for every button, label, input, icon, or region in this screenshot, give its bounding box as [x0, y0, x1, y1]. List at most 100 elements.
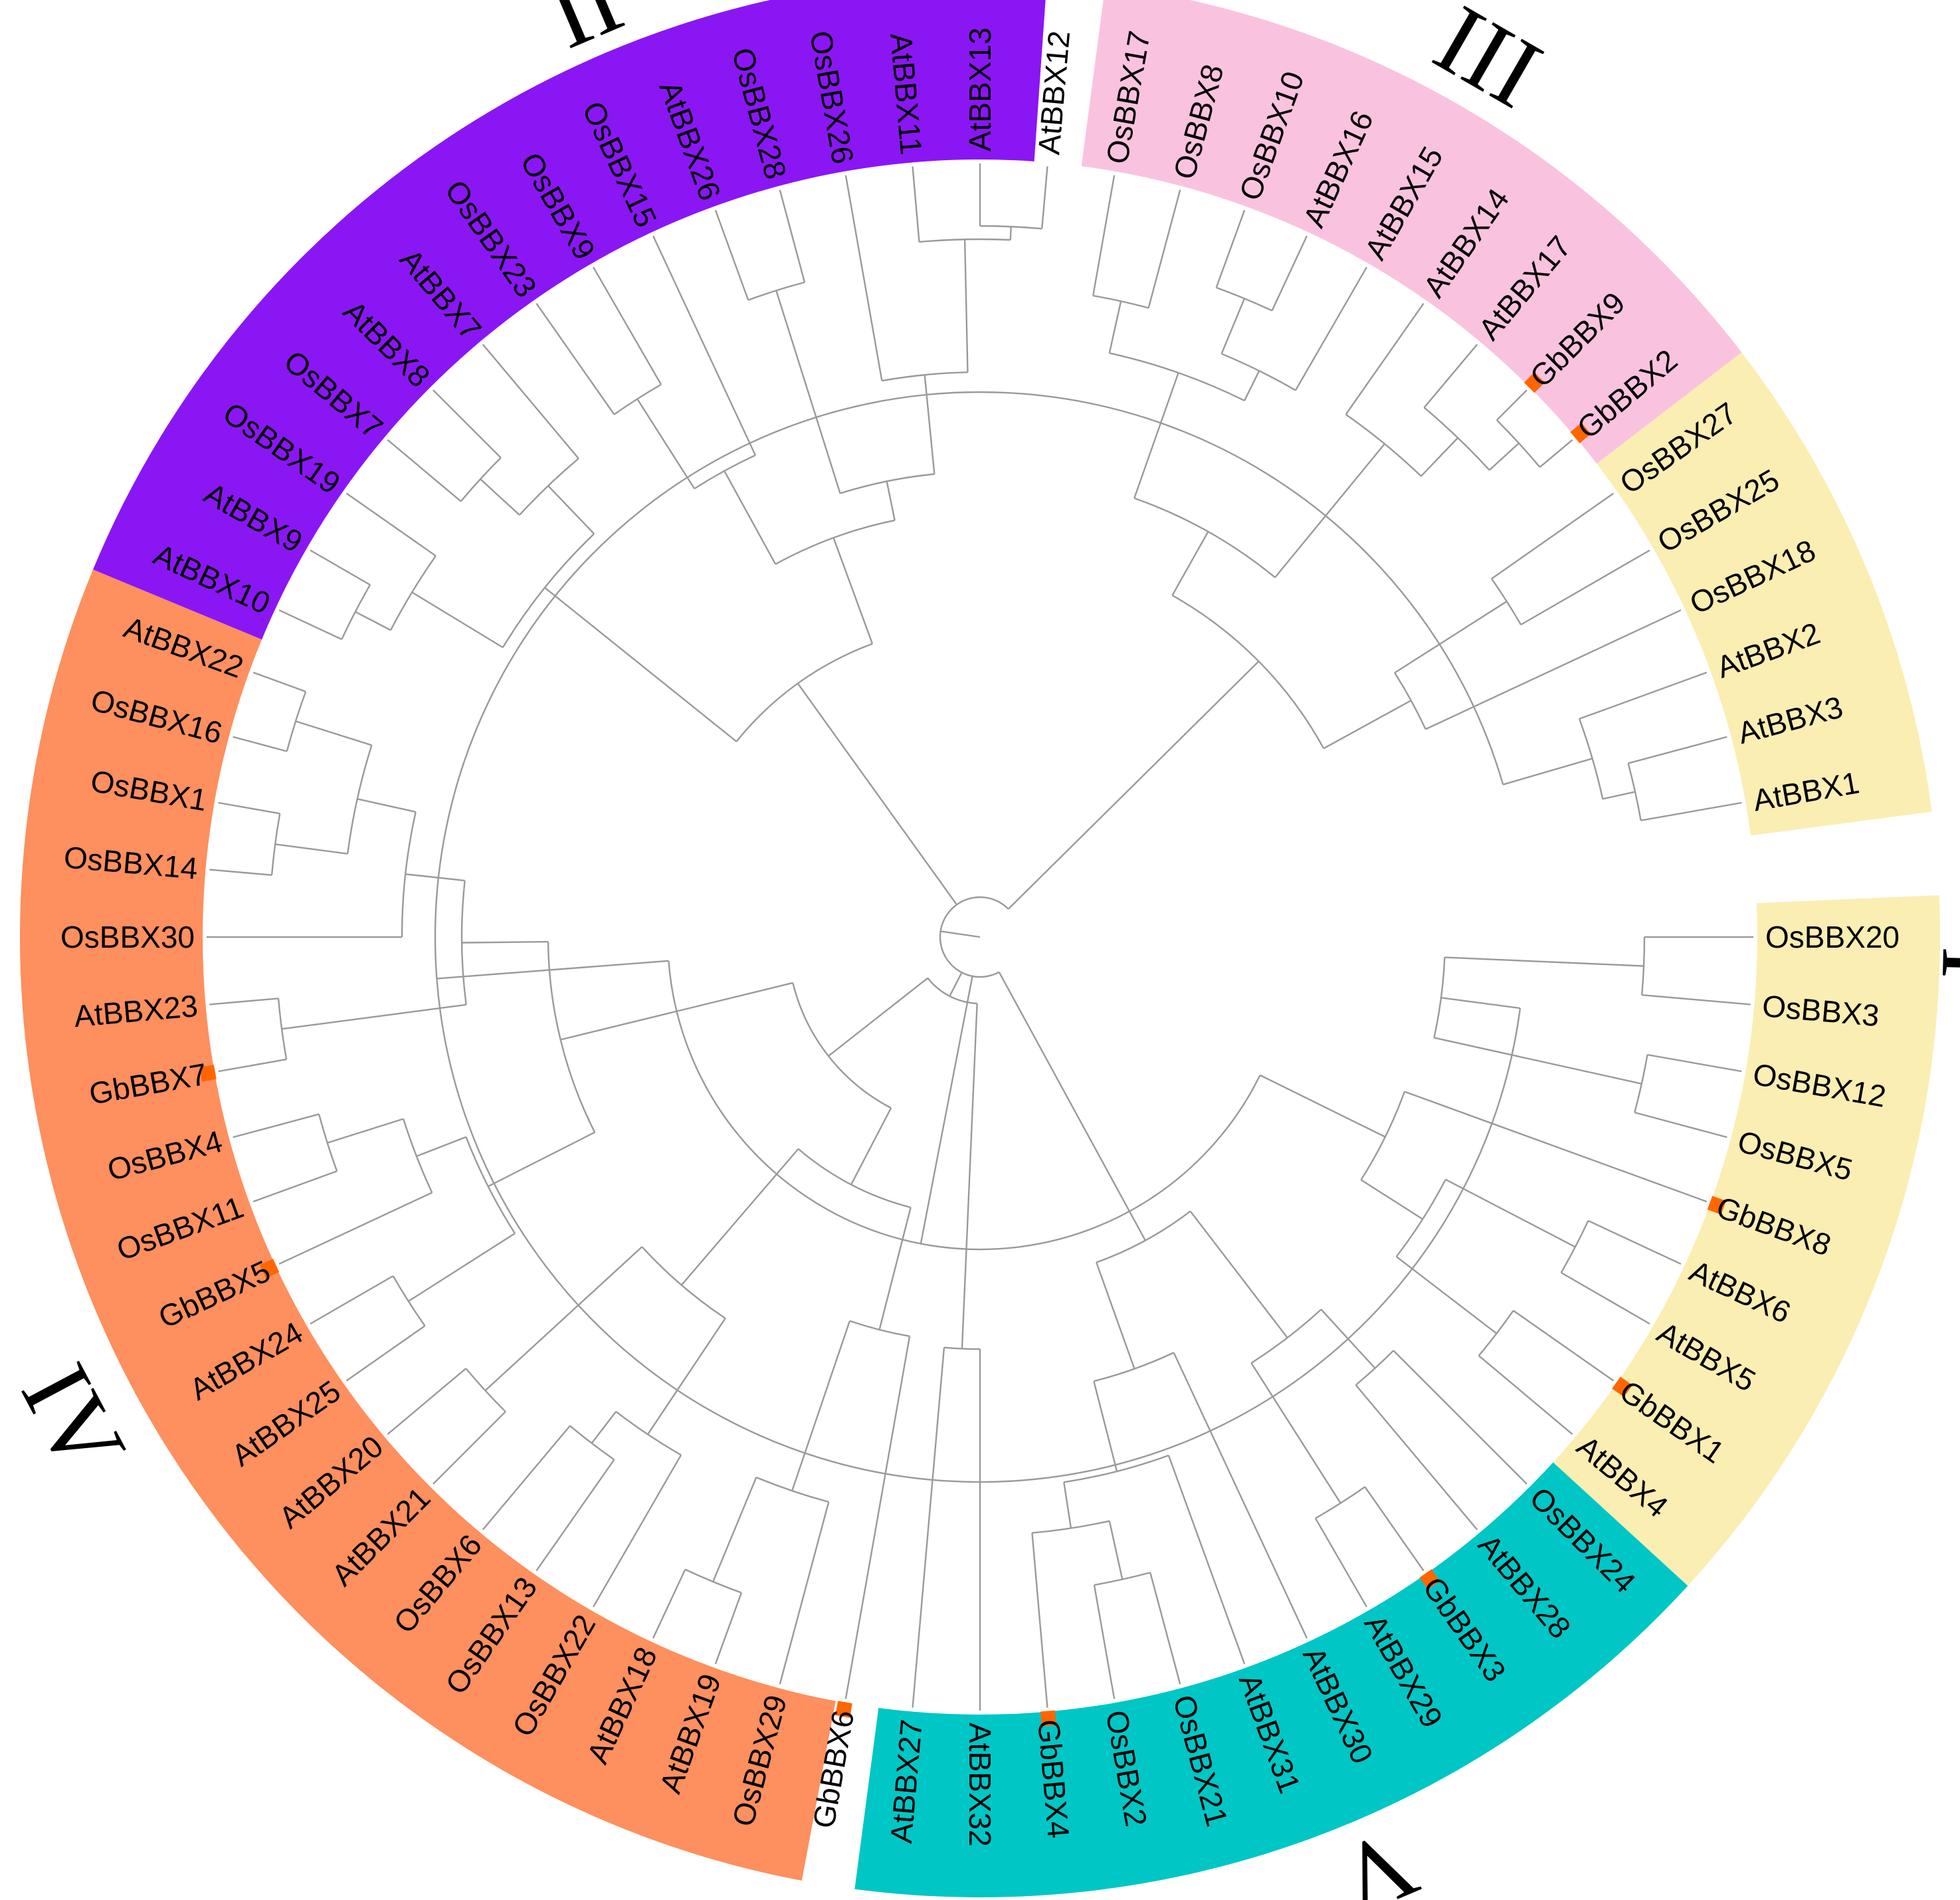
branch-line	[963, 239, 969, 373]
branch-arc	[1560, 1220, 1589, 1273]
branch-arc	[1094, 1352, 1175, 1382]
branch-line	[912, 166, 920, 243]
branch-arc	[615, 1411, 682, 1456]
branch-line	[1491, 492, 1615, 580]
branch-line	[680, 1148, 799, 1286]
branch-line	[724, 471, 777, 565]
branch-arc	[1064, 1454, 1169, 1483]
sector-group-II-3	[92, 0, 1046, 640]
branch-line	[1007, 661, 1260, 910]
branch-line	[1445, 1178, 1576, 1248]
branch-line	[1063, 1482, 1072, 1529]
branch-line	[1147, 189, 1181, 308]
branch-line	[850, 1107, 892, 1186]
branch-arc	[460, 880, 467, 1005]
branch-line	[1215, 209, 1246, 288]
gb-marker-icon	[835, 1701, 852, 1718]
branch-line	[278, 609, 342, 641]
branch-line	[592, 266, 662, 385]
branch-line	[1149, 1572, 1181, 1685]
branch-arc	[569, 1425, 615, 1461]
branch-arc	[919, 238, 1011, 243]
branch-line	[547, 485, 595, 535]
branch-arc	[1627, 763, 1642, 821]
sector-group-I-5	[1597, 352, 1932, 836]
branch-line	[775, 290, 841, 494]
group-sectors	[19, 0, 1940, 1897]
sector-group-IV-2	[19, 570, 836, 1881]
branch-line	[218, 1058, 287, 1073]
branch-arc	[347, 744, 373, 854]
gb-marker-icon	[259, 1259, 280, 1279]
branch-arc	[1109, 352, 1245, 401]
branch-line	[1520, 549, 1650, 626]
branch-line	[886, 480, 896, 521]
branch-line	[310, 549, 371, 586]
leaf-label: OsBBX30	[60, 920, 195, 954]
branch-line	[1628, 736, 1727, 764]
branch-line	[1323, 700, 1412, 750]
branch-arc	[668, 960, 1261, 1251]
gb-marker-icon	[1040, 1710, 1056, 1727]
branch-line	[1189, 1210, 1288, 1338]
branch-line	[488, 1131, 595, 1188]
branch-line	[1360, 1179, 1423, 1220]
branch-line	[482, 1425, 571, 1531]
branch-arc	[286, 691, 307, 752]
branch-arc	[270, 813, 281, 875]
branch-arc	[1423, 407, 1490, 471]
branch-line	[1394, 600, 1508, 674]
branch-line	[712, 1477, 757, 1582]
branch-arc	[1315, 1486, 1365, 1519]
branch-line	[949, 972, 963, 997]
branch-line	[1502, 758, 1593, 786]
branch-arc	[1216, 286, 1273, 312]
branch-line	[560, 982, 793, 1041]
branch-line	[1434, 1037, 1642, 1085]
branch-line	[844, 175, 883, 381]
branch-arc	[1221, 353, 1296, 391]
branch-arc	[1094, 1572, 1151, 1586]
branch-arc	[792, 982, 892, 1109]
branch-arc	[318, 1114, 338, 1172]
branch-line	[1423, 344, 1478, 409]
branch-line	[327, 1118, 404, 1144]
branch-line	[1294, 266, 1368, 391]
gb-marker-icon	[1570, 423, 1591, 444]
branch-line	[591, 1411, 617, 1444]
branch-arc	[1096, 1210, 1191, 1263]
branch-line	[482, 344, 579, 459]
branch-line	[1488, 442, 1519, 471]
branch-line	[1579, 671, 1708, 720]
branch-line	[345, 1325, 426, 1382]
branch-line	[281, 1003, 466, 1030]
branch-line	[1250, 1362, 1341, 1504]
branch-line	[274, 843, 348, 855]
branch-arc	[1171, 594, 1325, 749]
branch-arc	[1032, 1520, 1110, 1534]
branch-arc	[1250, 1309, 1322, 1364]
branch-line	[637, 398, 696, 489]
branch-line	[797, 683, 957, 905]
branch-line	[652, 1569, 686, 1639]
branch-line	[209, 869, 272, 876]
branch-arc	[1496, 419, 1541, 468]
branch-line	[233, 1113, 320, 1138]
branch-line	[433, 1411, 506, 1485]
branch-line	[544, 587, 737, 742]
branch-arc	[341, 584, 371, 640]
branch-arc	[1394, 672, 1426, 730]
branch-line	[646, 1318, 726, 1435]
branch-arc	[389, 555, 437, 631]
branch-line	[252, 671, 306, 692]
branch-line	[779, 1501, 830, 1685]
branch-arc	[939, 896, 1009, 978]
root-branch	[940, 930, 981, 938]
branch-line	[1092, 175, 1116, 296]
branch-line	[1496, 389, 1527, 421]
branch-line	[355, 611, 391, 631]
branch-line	[1478, 1355, 1573, 1435]
gb-marker-icon	[199, 1065, 217, 1082]
branch-arc	[775, 519, 895, 565]
branch-line	[1320, 1309, 1376, 1369]
